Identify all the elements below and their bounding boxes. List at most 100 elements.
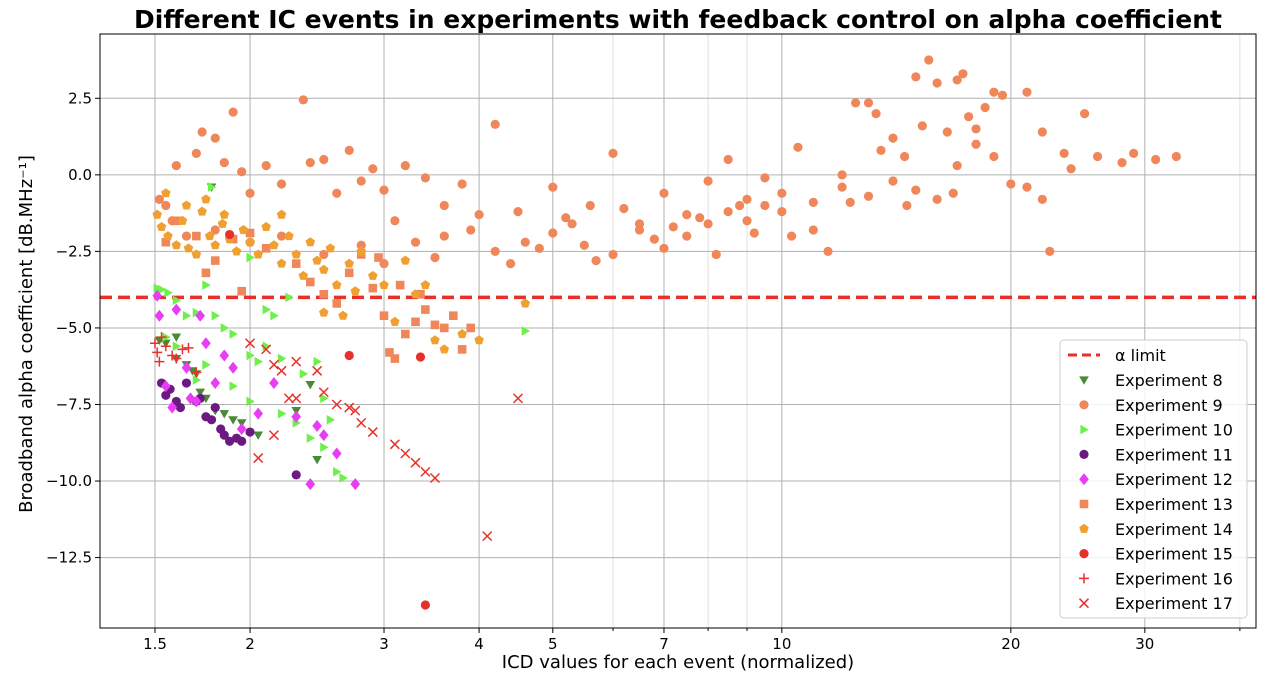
plot-area-frame (99, 33, 1257, 629)
data-point (356, 176, 366, 186)
data-point (400, 161, 410, 171)
data-point (210, 256, 220, 265)
data-point (430, 252, 440, 263)
data-point (410, 237, 421, 247)
data-point (210, 133, 220, 143)
series-experiment-15 (225, 229, 430, 610)
data-point (395, 280, 405, 290)
data-point (182, 310, 192, 321)
data-point (305, 478, 316, 491)
data-point (228, 416, 238, 425)
data-point (254, 356, 264, 367)
data-point (356, 246, 366, 256)
data-point (177, 215, 188, 225)
y-axis-label: Broadband alpha coefficient [dB.MHz⁻¹] (16, 155, 37, 513)
data-point (202, 359, 211, 370)
legend-box (1059, 339, 1248, 619)
data-point (172, 341, 182, 352)
data-point (1045, 246, 1055, 256)
data-point (548, 182, 558, 192)
data-point (210, 377, 221, 390)
legend-marker (1079, 523, 1089, 533)
data-point (276, 365, 287, 376)
data-point (1151, 154, 1161, 165)
data-point (1092, 151, 1103, 162)
data-point (942, 127, 952, 137)
data-point (591, 255, 601, 266)
data-point (245, 228, 255, 238)
data-point (201, 337, 211, 350)
data-point (246, 350, 255, 361)
data-point (183, 243, 194, 253)
series-experiment-10 (153, 182, 531, 483)
data-point (237, 436, 247, 446)
data-point (220, 323, 230, 333)
data-point (888, 176, 898, 186)
data-point (703, 176, 713, 186)
data-point (579, 240, 589, 250)
data-point (246, 396, 255, 407)
data-point (682, 231, 692, 241)
data-point (344, 268, 354, 278)
legend-marker (1079, 499, 1089, 509)
x-tick-label: 10 (772, 635, 791, 653)
data-point (430, 320, 440, 330)
data-point (277, 408, 287, 419)
data-point (350, 286, 361, 296)
data-point (319, 154, 329, 165)
legend-marker (1079, 400, 1089, 410)
data-point (319, 264, 329, 274)
data-point (837, 182, 847, 192)
data-point (850, 98, 861, 108)
data-point (246, 252, 255, 263)
legend-alpha-limit-label: α limit (1115, 346, 1166, 365)
data-point (749, 228, 759, 238)
data-point (291, 249, 301, 259)
data-point (742, 216, 752, 226)
data-point (277, 353, 287, 364)
data-point (1079, 109, 1090, 119)
data-point (204, 231, 215, 241)
data-point (932, 78, 942, 88)
data-point (1059, 148, 1069, 159)
data-point (319, 249, 329, 260)
data-point (305, 157, 315, 168)
data-point (548, 228, 558, 238)
data-point (989, 87, 999, 97)
data-point (390, 316, 400, 326)
data-point (356, 417, 367, 428)
data-point (269, 240, 279, 250)
data-point (344, 258, 354, 268)
data-point (163, 231, 173, 241)
data-point (319, 289, 329, 299)
data-point (187, 367, 198, 376)
data-point (181, 378, 192, 388)
legend-marker (1079, 449, 1089, 459)
data-point (154, 356, 165, 367)
data-point (191, 395, 202, 408)
data-point (356, 240, 366, 250)
data-point (1037, 194, 1047, 204)
data-point (191, 367, 202, 378)
data-point (160, 341, 171, 352)
data-point (400, 448, 411, 459)
data-point (823, 246, 833, 256)
x-tick-label: 30 (1135, 635, 1154, 653)
data-point (924, 55, 934, 65)
data-point (238, 224, 249, 234)
data-point (1129, 148, 1139, 159)
data-point (344, 402, 355, 413)
data-point (152, 209, 162, 219)
data-point (971, 124, 981, 134)
data-point (172, 295, 182, 306)
data-point (229, 329, 238, 339)
data-point (312, 455, 322, 465)
data-point (837, 170, 847, 180)
data-point (505, 259, 516, 269)
data-point (1006, 179, 1016, 189)
data-point (439, 231, 449, 241)
data-point (312, 419, 322, 432)
data-point (161, 200, 171, 211)
data-point (153, 283, 162, 293)
